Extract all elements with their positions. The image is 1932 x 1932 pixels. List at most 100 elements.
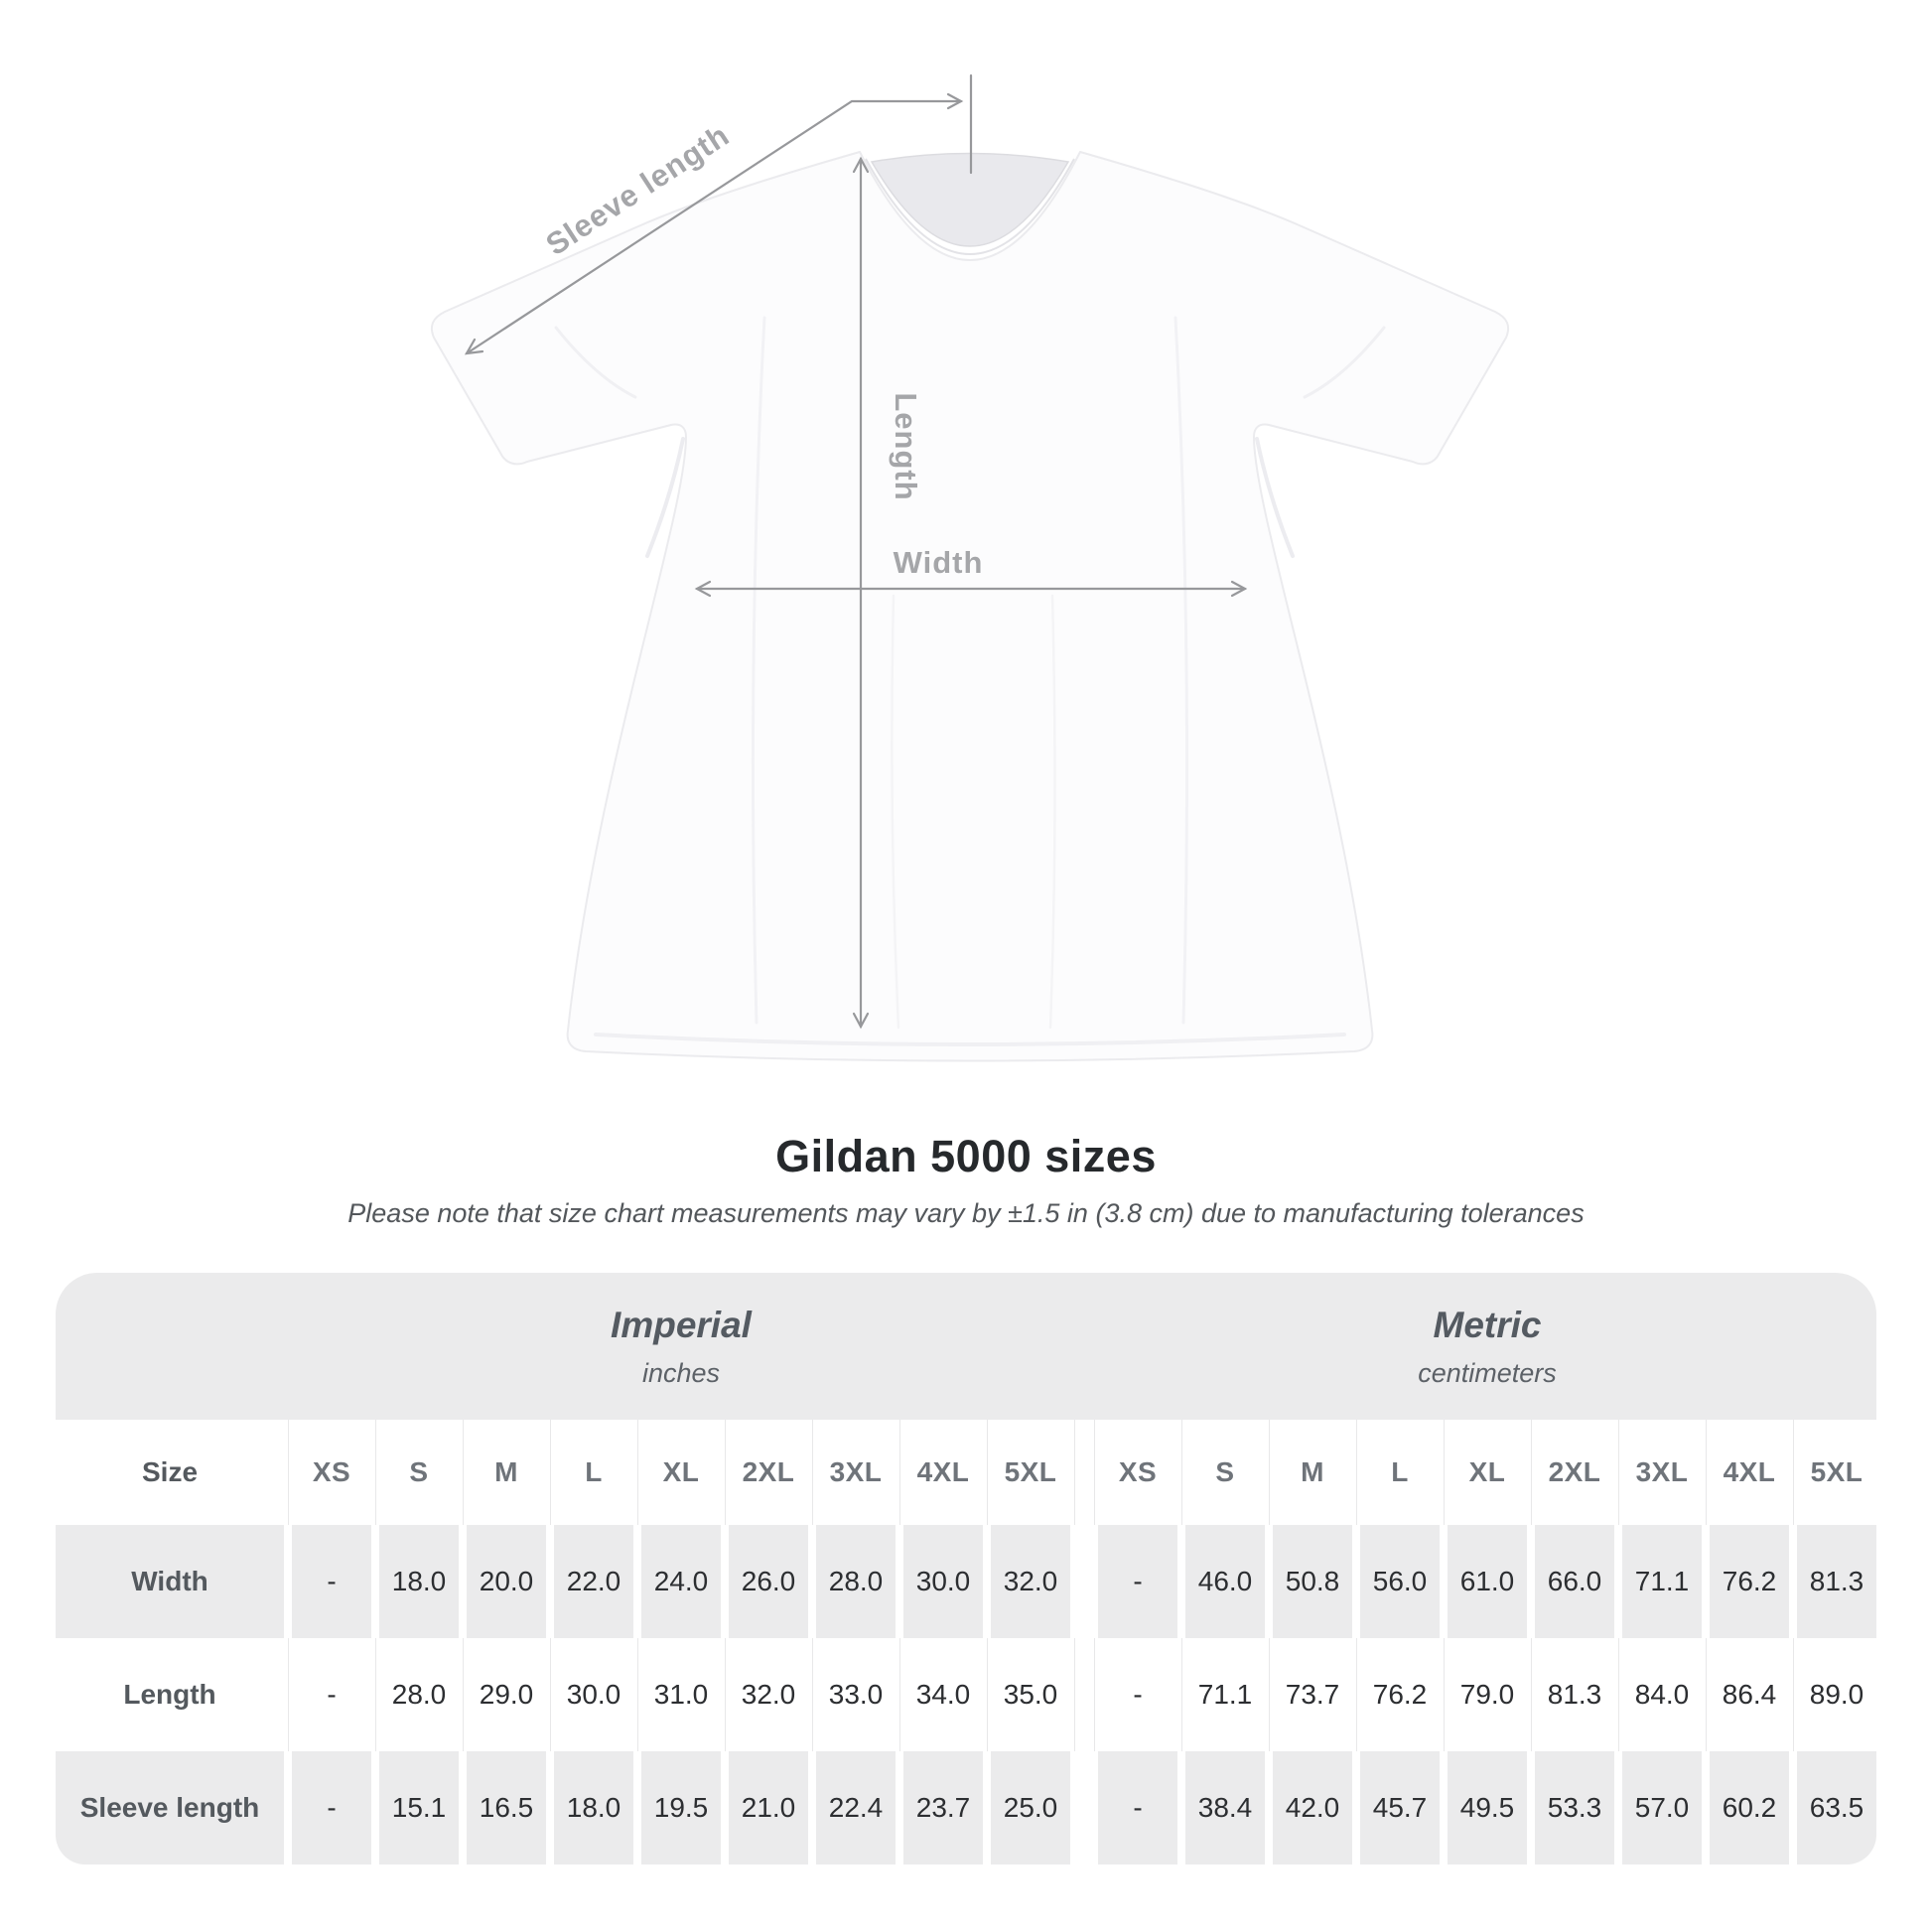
size-col-imperial-2xl: 2XL xyxy=(729,1420,813,1525)
tshirt-illustration: Sleeve length Length Width xyxy=(430,73,1510,1062)
sleeve-arrowhead-tip xyxy=(464,338,484,355)
sleeve-metric-m: 42.0 xyxy=(1273,1751,1352,1864)
size-column-header: Size xyxy=(56,1420,289,1525)
width-imperial-2xl: 26.0 xyxy=(729,1525,808,1638)
column-group-divider xyxy=(1078,1525,1090,1638)
width-label: Width xyxy=(894,545,984,580)
metric-title: Metric xyxy=(1433,1304,1542,1345)
size-col-metric-m: M xyxy=(1273,1420,1357,1525)
length-imperial-xl: 31.0 xyxy=(641,1638,726,1751)
size-chart-table: Imperial inches Metric centimeters Size … xyxy=(56,1273,1876,1864)
measurement-lines xyxy=(464,73,1248,1030)
width-metric-m: 50.8 xyxy=(1273,1525,1352,1638)
table-row-length: Length - 28.0 29.0 30.0 31.0 32.0 33.0 3… xyxy=(56,1638,1876,1751)
length-imperial-2xl: 32.0 xyxy=(729,1638,813,1751)
length-imperial-5xl: 35.0 xyxy=(991,1638,1075,1751)
length-metric-s: 71.1 xyxy=(1185,1638,1270,1751)
length-imperial-s: 28.0 xyxy=(379,1638,464,1751)
metric-unit: centimeters xyxy=(1418,1357,1557,1388)
sleeve-imperial-2xl: 21.0 xyxy=(729,1751,808,1864)
length-metric-5xl: 89.0 xyxy=(1809,1679,1864,1710)
width-imperial-3xl: 28.0 xyxy=(816,1525,896,1638)
sleeve-metric-l: 45.7 xyxy=(1360,1751,1440,1864)
size-col-imperial-3xl: 3XL xyxy=(816,1420,900,1525)
sleeve-metric-4xl: 60.2 xyxy=(1710,1751,1789,1864)
length-imperial-l: 30.0 xyxy=(554,1638,638,1751)
sleeve-imperial-s: 15.1 xyxy=(379,1751,459,1864)
length-imperial-3xl: 33.0 xyxy=(816,1638,900,1751)
tshirt-body xyxy=(430,151,1510,1062)
size-col-metric-3xl: 3XL xyxy=(1622,1420,1707,1525)
size-col-metric-s: S xyxy=(1185,1420,1270,1525)
length-imperial-4xl: 34.0 xyxy=(903,1638,988,1751)
sleeve-arrow-line xyxy=(465,99,963,355)
column-group-divider xyxy=(1078,1638,1095,1751)
size-col-imperial-4xl: 4XL xyxy=(903,1420,988,1525)
size-col-imperial-s: S xyxy=(379,1420,464,1525)
width-metric-2xl: 66.0 xyxy=(1535,1525,1614,1638)
row-label: Sleeve length xyxy=(56,1751,284,1864)
sleeve-metric-5xl: 63.5 xyxy=(1797,1751,1876,1864)
size-col-metric-4xl: 4XL xyxy=(1710,1420,1794,1525)
sleeve-metric-2xl: 53.3 xyxy=(1535,1751,1614,1864)
table-row-width: Width - 18.0 20.0 22.0 24.0 26.0 28.0 30… xyxy=(56,1525,1876,1638)
size-col-metric-xs: XS xyxy=(1098,1420,1182,1525)
size-col-imperial-l: L xyxy=(554,1420,638,1525)
width-imperial-m: 20.0 xyxy=(467,1525,546,1638)
units-header-band: Imperial inches Metric centimeters xyxy=(56,1273,1876,1420)
width-arrowhead-left xyxy=(694,580,712,598)
length-metric-m: 73.7 xyxy=(1273,1638,1357,1751)
imperial-unit: inches xyxy=(641,1357,721,1388)
sleeve-imperial-xl: 19.5 xyxy=(641,1751,721,1864)
page-subtitle: Please note that size chart measurements… xyxy=(347,1198,1585,1228)
length-imperial-m: 29.0 xyxy=(467,1638,551,1751)
length-metric-4xl: 86.4 xyxy=(1710,1638,1794,1751)
column-group-divider xyxy=(1078,1420,1095,1525)
sleeve-imperial-5xl: 25.0 xyxy=(991,1751,1070,1864)
sleeve-arrowhead-right xyxy=(946,92,964,110)
length-metric-2xl: 81.3 xyxy=(1535,1638,1619,1751)
width-metric-5xl: 81.3 xyxy=(1797,1525,1876,1638)
sleeve-metric-xs: - xyxy=(1098,1751,1177,1864)
imperial-title: Imperial xyxy=(611,1304,752,1345)
size-col-metric-l: L xyxy=(1360,1420,1445,1525)
width-imperial-5xl: 32.0 xyxy=(991,1525,1070,1638)
collar-stitch xyxy=(865,158,1075,255)
sleeve-imperial-3xl: 22.4 xyxy=(816,1751,896,1864)
row-label: Length xyxy=(56,1638,289,1751)
imperial-header: Imperial inches xyxy=(292,1305,1070,1389)
length-metric-l: 76.2 xyxy=(1360,1638,1445,1751)
length-arrowhead-down xyxy=(852,1012,870,1030)
tshirt-measurement-diagram: Sleeve length Length Width xyxy=(430,73,1510,1062)
length-imperial-xs: - xyxy=(292,1638,376,1751)
page-title: Gildan 5000 sizes xyxy=(775,1131,1157,1181)
width-imperial-xs: - xyxy=(292,1525,371,1638)
length-arrowhead-up xyxy=(852,156,870,174)
length-metric-xl: 79.0 xyxy=(1448,1638,1532,1751)
length-metric-3xl: 84.0 xyxy=(1622,1638,1707,1751)
tshirt-shading xyxy=(554,316,1386,1046)
metric-header: Metric centimeters xyxy=(1098,1305,1876,1389)
sleeve-imperial-l: 18.0 xyxy=(554,1751,633,1864)
sleeve-metric-s: 38.4 xyxy=(1185,1751,1265,1864)
sleeve-metric-xl: 49.5 xyxy=(1448,1751,1527,1864)
length-label: Length xyxy=(889,392,923,500)
sleeve-metric-3xl: 57.0 xyxy=(1622,1751,1702,1864)
row-label: Width xyxy=(56,1525,284,1638)
sleeve-imperial-m: 16.5 xyxy=(467,1751,546,1864)
table-row-sleeve-length: Sleeve length - 15.1 16.5 18.0 19.5 21.0… xyxy=(56,1751,1876,1864)
length-metric-xs: - xyxy=(1098,1638,1182,1751)
collar-opening xyxy=(870,152,1070,247)
size-col-imperial-xl: XL xyxy=(641,1420,726,1525)
size-col-imperial-xs: XS xyxy=(292,1420,376,1525)
width-metric-s: 46.0 xyxy=(1185,1525,1265,1638)
width-metric-xs: - xyxy=(1098,1525,1177,1638)
size-col-metric-5xl: 5XL xyxy=(1810,1456,1863,1487)
size-col-metric-2xl: 2XL xyxy=(1535,1420,1619,1525)
width-imperial-l: 22.0 xyxy=(554,1525,633,1638)
size-col-imperial-5xl: 5XL xyxy=(991,1420,1075,1525)
sleeve-imperial-xs: - xyxy=(292,1751,371,1864)
column-group-divider xyxy=(1078,1751,1090,1864)
size-col-metric-xl: XL xyxy=(1448,1420,1532,1525)
width-metric-4xl: 76.2 xyxy=(1710,1525,1789,1638)
